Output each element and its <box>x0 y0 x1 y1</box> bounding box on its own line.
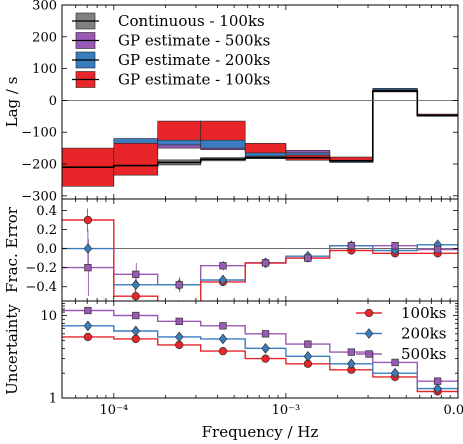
frac-marker <box>433 245 442 254</box>
frac-marker <box>218 274 228 286</box>
y-tick-label: 10 <box>40 309 57 324</box>
legend-label: 100ks <box>401 304 446 322</box>
lag-band <box>113 143 159 176</box>
y-tick-label: 0.0 <box>36 242 57 257</box>
legend-label: 200ks <box>401 325 446 343</box>
frac-marker <box>83 243 93 254</box>
legend-marker <box>364 328 374 339</box>
lag-band <box>244 143 287 154</box>
legend-label: GP estimate - 500ks <box>118 32 270 50</box>
frac-marker <box>132 270 140 278</box>
unc-marker <box>347 348 355 356</box>
y-tick-label: 100 <box>32 62 57 77</box>
y-tick-label: 0.2 <box>36 223 57 238</box>
frac-marker <box>304 254 312 262</box>
unc-marker <box>261 354 270 363</box>
unc-marker <box>83 332 93 342</box>
legend-label: 500ks <box>401 345 446 363</box>
panel-frame <box>61 300 459 399</box>
x-tick-label: 10⁻⁴ <box>99 403 128 418</box>
y-tick-label: 300 <box>32 0 57 14</box>
y-tick-label: −300 <box>21 189 57 204</box>
lag-band <box>329 156 374 161</box>
unc-marker <box>347 358 356 370</box>
unc-marker <box>303 350 313 362</box>
unc-marker <box>433 383 442 394</box>
unc-marker <box>218 333 228 345</box>
y-axis-label: Frac. Error <box>3 206 21 293</box>
x-axis-label: Frequency / Hz <box>202 423 319 441</box>
unc-marker <box>84 306 92 315</box>
y-tick-label: −0.2 <box>25 261 57 276</box>
frac-marker <box>175 281 183 289</box>
frac-marker <box>83 215 93 225</box>
legend-marker <box>365 350 373 358</box>
unc-marker <box>175 317 183 325</box>
lag-step-line <box>62 90 458 168</box>
unc-marker <box>83 320 93 332</box>
unc-marker <box>304 340 312 348</box>
unc-step-line <box>62 325 458 390</box>
unc-step-line <box>62 309 458 382</box>
y-tick-label: −100 <box>21 126 57 141</box>
unc-marker <box>390 367 400 379</box>
unc-marker <box>391 358 399 367</box>
unc-marker <box>219 322 227 330</box>
legend-label: Continuous - 100ks <box>118 12 265 30</box>
unc-marker <box>433 377 442 385</box>
frac-marker <box>261 259 270 267</box>
frac-marker <box>131 292 140 301</box>
lag-plot-area <box>62 88 458 187</box>
unc-marker <box>261 330 270 338</box>
legend-label: GP estimate - 100ks <box>118 71 270 89</box>
y-tick-label: 0 <box>49 94 57 109</box>
legend-label: GP estimate - 200ks <box>118 51 270 69</box>
legend-marker <box>364 308 374 318</box>
y-tick-label: −0.4 <box>25 280 57 295</box>
lag-series <box>62 89 458 187</box>
y-tick-label: 0.4 <box>36 204 57 219</box>
frac-marker <box>391 242 399 250</box>
frac-marker <box>131 279 141 291</box>
x-tick-label: 10⁻³ <box>272 403 301 418</box>
y-axis-label: Lag / s <box>3 77 21 128</box>
frac-plot-area <box>62 208 458 301</box>
y-tick-label: 200 <box>32 30 57 45</box>
frac-step-line <box>62 219 458 301</box>
unc-marker <box>131 325 141 337</box>
frac-marker <box>84 263 92 272</box>
unc-marker <box>261 342 270 354</box>
unc-marker <box>132 311 140 320</box>
y-axis-label: Uncertainty <box>3 304 21 395</box>
lag-band <box>200 120 246 141</box>
x-tick-label: 0.01 <box>444 403 463 418</box>
unc-plot-area <box>62 309 458 393</box>
unc-marker <box>174 331 184 343</box>
y-tick-label: −200 <box>21 158 57 173</box>
unc-marker <box>218 346 228 356</box>
y-tick-label: 1 <box>49 392 57 407</box>
lag-band <box>157 120 202 141</box>
frac-marker <box>347 242 355 250</box>
frac-marker <box>219 262 227 270</box>
